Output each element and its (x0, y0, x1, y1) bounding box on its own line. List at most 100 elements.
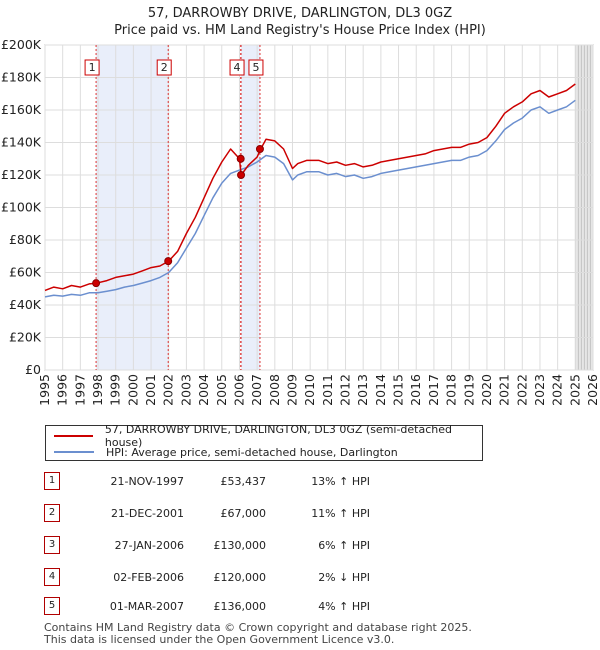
x-tick-label: 2011 (320, 374, 335, 406)
sale-marker-box: 4 (229, 59, 245, 76)
x-tick-label: 2019 (461, 374, 476, 406)
sale-marker-box-frame (156, 59, 172, 76)
sale-marker-box: 2 (156, 59, 172, 76)
x-tick-label: 1997 (72, 374, 87, 406)
sale-price: £120,000 (213, 571, 267, 584)
sale-point (255, 145, 264, 153)
sale-number-box: 2 (44, 504, 60, 522)
x-tick-label: 2017 (426, 374, 441, 406)
sale-point (237, 171, 246, 179)
legend-swatch-property (54, 435, 93, 437)
sale-price: £136,000 (213, 600, 267, 613)
sale-row: 4 02-FEB-2006 £120,000 2% ↓ HPI (44, 568, 404, 588)
sale-row: 2 21-DEC-2001 £67,000 11% ↑ HPI (44, 504, 404, 524)
sale-price: £67,000 (220, 507, 267, 520)
sale-hpi-diff: 13% ↑ HPI (311, 475, 370, 488)
x-tick-label: 2001 (143, 374, 158, 406)
chart-subtitle: Price paid vs. HM Land Registry's House … (114, 23, 486, 38)
x-tick-label: 2000 (125, 374, 140, 406)
x-tick-label: 2005 (214, 374, 229, 406)
x-tick-label: 2002 (161, 374, 176, 406)
sale-marker-box-label: 1 (89, 61, 96, 74)
sale-row: 3 27-JAN-2006 £130,000 6% ↑ HPI (44, 536, 404, 556)
sale-marker-box: 1 (84, 59, 100, 76)
y-tick-label: £60K (9, 265, 42, 280)
series-line (44, 99, 576, 298)
x-tick-label: 2025 (567, 374, 582, 406)
x-tick-label: 2006 (231, 374, 246, 406)
legend: 57, DARROWBY DRIVE, DARLINGTON, DL3 0GZ … (45, 423, 483, 461)
x-tick-label: 2004 (196, 374, 211, 406)
y-tick-label: £40K (9, 297, 42, 312)
y-tick-label: £200K (1, 37, 42, 52)
sale-hpi-diff: 11% ↑ HPI (311, 507, 370, 520)
price-chart: 57, DARROWBY DRIVE, DARLINGTON, DL3 0GZ … (1, 6, 600, 406)
x-tick-label: 2013 (355, 374, 370, 406)
x-tick-label: 2023 (532, 374, 547, 406)
sale-marker-box: 5 (248, 59, 264, 76)
y-tick-label: £20K (9, 330, 42, 345)
sale-number-box: 3 (44, 536, 60, 554)
x-tick-label: 2018 (444, 374, 459, 406)
sale-points (92, 145, 264, 288)
x-tick-label: 1999 (108, 374, 123, 406)
y-tick-label: £180K (1, 70, 42, 85)
sale-point (164, 257, 173, 266)
x-tick-label: 2010 (302, 374, 317, 406)
x-tick-label: 2007 (249, 374, 264, 406)
sale-price: £130,000 (213, 539, 267, 552)
x-tick-label: 2003 (178, 374, 193, 406)
sale-marker-box-frame (229, 59, 245, 76)
sale-number-box: 5 (44, 597, 60, 615)
y-tick-label: £160K (1, 102, 42, 117)
series (44, 83, 576, 298)
footer: Contains HM Land Registry data © Crown c… (44, 622, 472, 646)
sale-date: 27-JAN-2006 (114, 539, 184, 552)
x-tick-label: 2012 (338, 374, 353, 406)
legend-label-hpi: HPI: Average price, semi-detached house,… (106, 445, 398, 459)
sale-marker-box-frame (84, 59, 100, 76)
sale-point (92, 279, 101, 288)
sale-hpi-diff: 6% ↑ HPI (318, 539, 370, 552)
x-tick-label: 2021 (497, 374, 512, 406)
footer-licence: This data is licensed under the Open Gov… (44, 633, 395, 646)
y-tick-label: £80K (9, 232, 42, 247)
sale-price: £53,437 (220, 475, 267, 488)
sale-number-box: 4 (44, 568, 60, 586)
legend-item-hpi: HPI: Average price, semi-detached house,… (54, 444, 398, 460)
sale-date: 21-DEC-2001 (110, 507, 184, 520)
x-tick-label: 2008 (267, 374, 282, 406)
x-tick-label: 2026 (585, 374, 600, 406)
sale-date: 21-NOV-1997 (110, 475, 184, 488)
sale-marker-box-label: 2 (161, 61, 168, 74)
x-tick-label: 2022 (514, 374, 529, 406)
x-tick-label: 2016 (408, 374, 423, 406)
sale-hpi-diff: 4% ↑ HPI (318, 600, 370, 613)
legend-label-property: 57, DARROWBY DRIVE, DARLINGTON, DL3 0GZ … (104, 423, 453, 449)
sale-number-box: 1 (44, 472, 60, 490)
x-tick-label: 1996 (55, 374, 70, 406)
legend-swatch-hpi (54, 451, 94, 453)
sale-marker-box-label: 5 (252, 61, 259, 74)
x-tick-label: 2020 (479, 374, 494, 406)
x-axis-ticks: 1995 1996 1997 1998 1999 2000 2001 2002 2003 2004… (37, 374, 600, 406)
x-tick-label: 2014 (373, 374, 388, 406)
series-line (44, 83, 576, 292)
chart-title: 57, DARROWBY DRIVE, DARLINGTON, DL3 0GZ (148, 6, 452, 21)
x-tick-label: 1998 (90, 374, 105, 406)
sale-point (236, 154, 245, 163)
sale-date: 01-MAR-2007 (109, 600, 184, 613)
x-tick-label: 1995 (37, 374, 52, 406)
x-tick-label: 2015 (391, 374, 406, 406)
sale-row: 1 21-NOV-1997 £53,437 13% ↑ HPI (44, 472, 404, 492)
sale-marker-box-frame (248, 59, 264, 76)
y-tick-label: £120K (1, 167, 42, 182)
x-tick-label: 2024 (550, 374, 565, 406)
sale-hpi-diff: 2% ↓ HPI (318, 571, 370, 584)
sale-date: 02-FEB-2006 (113, 571, 184, 584)
y-tick-label: £0 (25, 362, 41, 377)
y-tick-label: £140K (1, 135, 42, 150)
sale-marker-box-label: 4 (234, 61, 241, 74)
legend-item-property: 57, DARROWBY DRIVE, DARLINGTON, DL3 0GZ … (54, 423, 482, 449)
